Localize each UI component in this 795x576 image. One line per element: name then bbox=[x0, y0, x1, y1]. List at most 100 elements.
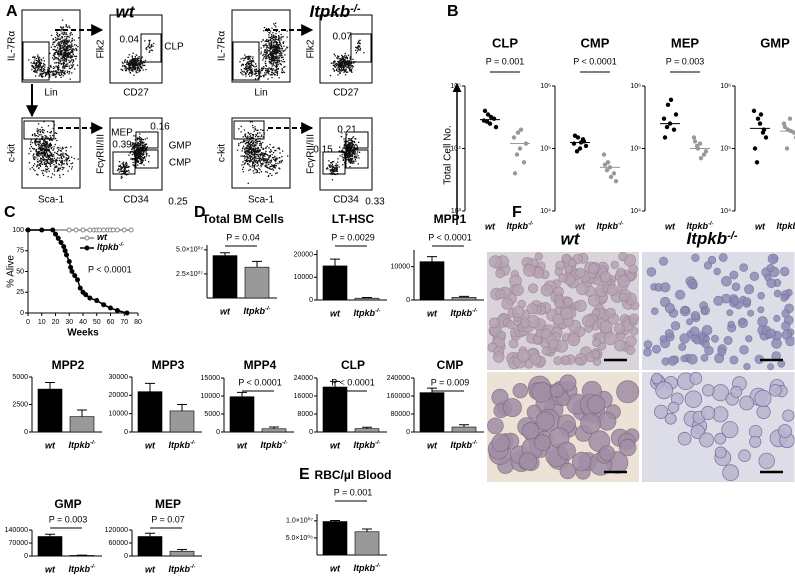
bar bbox=[38, 389, 62, 432]
flow-event bbox=[279, 48, 280, 49]
flow-event bbox=[276, 66, 277, 67]
flow-event bbox=[275, 72, 276, 73]
flow-event bbox=[274, 41, 275, 42]
flow-event bbox=[274, 156, 275, 157]
flow-event bbox=[47, 150, 48, 151]
flow-event bbox=[54, 174, 55, 175]
flow-event bbox=[343, 160, 344, 161]
genotype-superscript: -/- bbox=[90, 440, 96, 446]
flow-event bbox=[53, 53, 54, 54]
axis-label: FcγRII/III bbox=[96, 134, 107, 174]
flow-event bbox=[66, 53, 67, 54]
flow-event bbox=[64, 73, 65, 74]
flow-event bbox=[40, 140, 41, 141]
flow-event bbox=[50, 145, 51, 146]
flow-event bbox=[336, 163, 337, 164]
flow-event bbox=[274, 40, 275, 41]
flow-event bbox=[40, 159, 41, 160]
flow-event bbox=[256, 130, 257, 131]
flow-event bbox=[250, 59, 251, 60]
p-value: P < 0.0001 bbox=[428, 232, 472, 242]
cell bbox=[489, 318, 499, 328]
flow-event bbox=[126, 63, 127, 64]
cell bbox=[700, 433, 714, 447]
flow-event bbox=[283, 46, 284, 47]
y-tick-label: 10⁵ bbox=[630, 145, 641, 152]
flow-event bbox=[56, 40, 57, 41]
flow-event bbox=[276, 58, 277, 59]
flow-event bbox=[344, 55, 345, 56]
flow-event bbox=[134, 145, 135, 146]
flow-event bbox=[282, 70, 283, 71]
genotype-superscript: -/- bbox=[265, 306, 271, 312]
cell bbox=[626, 346, 635, 355]
flow-event bbox=[344, 141, 345, 142]
flow-event bbox=[269, 144, 270, 145]
flow-event bbox=[278, 64, 279, 65]
cell bbox=[746, 336, 752, 342]
flow-event bbox=[262, 130, 263, 131]
flow-event bbox=[43, 66, 44, 67]
data-point bbox=[122, 228, 126, 232]
flow-event bbox=[51, 148, 52, 149]
flow-event bbox=[256, 143, 257, 144]
flow-event bbox=[31, 69, 32, 70]
flow-event bbox=[71, 67, 72, 68]
axis-label: Lin bbox=[44, 88, 57, 99]
cell bbox=[629, 314, 639, 324]
flow-event bbox=[259, 149, 260, 150]
flow-event bbox=[261, 76, 262, 77]
flow-event bbox=[71, 50, 72, 51]
flow-event bbox=[36, 64, 37, 65]
flow-event bbox=[252, 60, 253, 61]
flow-event bbox=[338, 66, 339, 67]
flow-event bbox=[335, 55, 336, 56]
bar bbox=[420, 393, 444, 432]
flow-event bbox=[54, 67, 55, 68]
flow-event bbox=[241, 142, 242, 143]
cell bbox=[686, 319, 692, 325]
flow-event bbox=[56, 32, 57, 33]
flow-event bbox=[336, 57, 337, 58]
flow-event bbox=[271, 151, 272, 152]
flow-event bbox=[246, 64, 247, 65]
flow-event bbox=[248, 151, 249, 152]
flow-event bbox=[272, 32, 273, 33]
flow-event bbox=[250, 157, 251, 158]
flow-event bbox=[50, 158, 51, 159]
cell bbox=[722, 276, 732, 286]
flow-event bbox=[251, 60, 252, 61]
flow-event bbox=[58, 150, 59, 151]
cell bbox=[575, 300, 586, 311]
x-tick-label: wt bbox=[427, 308, 438, 318]
cell bbox=[581, 414, 601, 434]
flow-event bbox=[33, 169, 34, 170]
flow-event bbox=[253, 146, 254, 147]
flow-event bbox=[33, 157, 34, 158]
data-point bbox=[612, 171, 616, 175]
flow-event bbox=[352, 156, 353, 157]
flow-event bbox=[279, 161, 280, 162]
flow-event bbox=[274, 50, 275, 51]
flow-event bbox=[266, 53, 267, 54]
flow-event bbox=[39, 70, 40, 71]
cell bbox=[740, 396, 754, 410]
flow-event bbox=[245, 133, 246, 134]
flow-event bbox=[340, 60, 341, 61]
flow-event bbox=[245, 136, 246, 137]
flow-event bbox=[265, 171, 266, 172]
flow-event bbox=[41, 127, 42, 128]
flow-event bbox=[265, 158, 266, 159]
flow-event bbox=[47, 69, 48, 70]
flow-event bbox=[267, 49, 268, 50]
flow-event bbox=[59, 59, 60, 60]
flow-event bbox=[256, 68, 257, 69]
genotype-name: Itpkb bbox=[168, 440, 190, 450]
cell bbox=[587, 396, 605, 414]
flow-event bbox=[262, 163, 263, 164]
flow-event bbox=[34, 134, 35, 135]
flow-event bbox=[41, 70, 42, 71]
flow-event bbox=[74, 44, 75, 45]
cell bbox=[619, 439, 636, 456]
flow-event bbox=[143, 164, 144, 165]
